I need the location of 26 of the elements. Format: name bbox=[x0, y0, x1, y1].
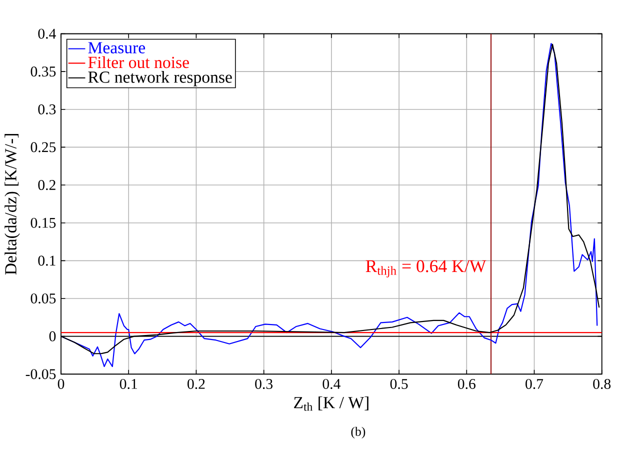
x-tick-label: 0.4 bbox=[322, 379, 340, 390]
x-tick-label: 0.2 bbox=[188, 379, 205, 390]
y-tick-label: 0.35 bbox=[30, 66, 56, 77]
legend-label: RC network response bbox=[88, 71, 232, 86]
y-tick-label: 0.15 bbox=[30, 218, 56, 228]
x-axis-title: Z$_{th}$ [K / W] bbox=[294, 396, 368, 412]
x-tick-label: 0.5 bbox=[390, 379, 408, 390]
y-tick-label: 0.05 bbox=[30, 294, 56, 304]
y-tick-label: 0 bbox=[49, 332, 56, 342]
y-tick-label: 0.3 bbox=[38, 104, 56, 115]
legend-label: Filter out noise bbox=[88, 56, 189, 68]
x-tick-label: 0.1 bbox=[120, 379, 137, 390]
x-tick-label: 0.3 bbox=[255, 379, 273, 390]
x-tick-label: 0 bbox=[58, 379, 64, 390]
y-axis-title: Delta(da/dz) [K/W/-] bbox=[4, 134, 20, 275]
legend-label: Measure bbox=[88, 42, 146, 54]
y-tick-label: 0.1 bbox=[38, 256, 56, 266]
x-tick-label: 0.8 bbox=[593, 379, 611, 390]
y-tick-label: -0.05 bbox=[26, 369, 56, 380]
x-tick-label: 0.6 bbox=[458, 379, 476, 390]
y-tick-label: 0.25 bbox=[30, 142, 56, 152]
y-tick-label: 0.2 bbox=[38, 180, 56, 190]
x-tick-label: 0.7 bbox=[526, 379, 544, 390]
text: (b) bbox=[351, 427, 366, 439]
ref-line-label: R$_{thjh}$ = 0.64 K/W bbox=[366, 260, 486, 278]
y-tick-label: 0.4 bbox=[38, 28, 56, 40]
